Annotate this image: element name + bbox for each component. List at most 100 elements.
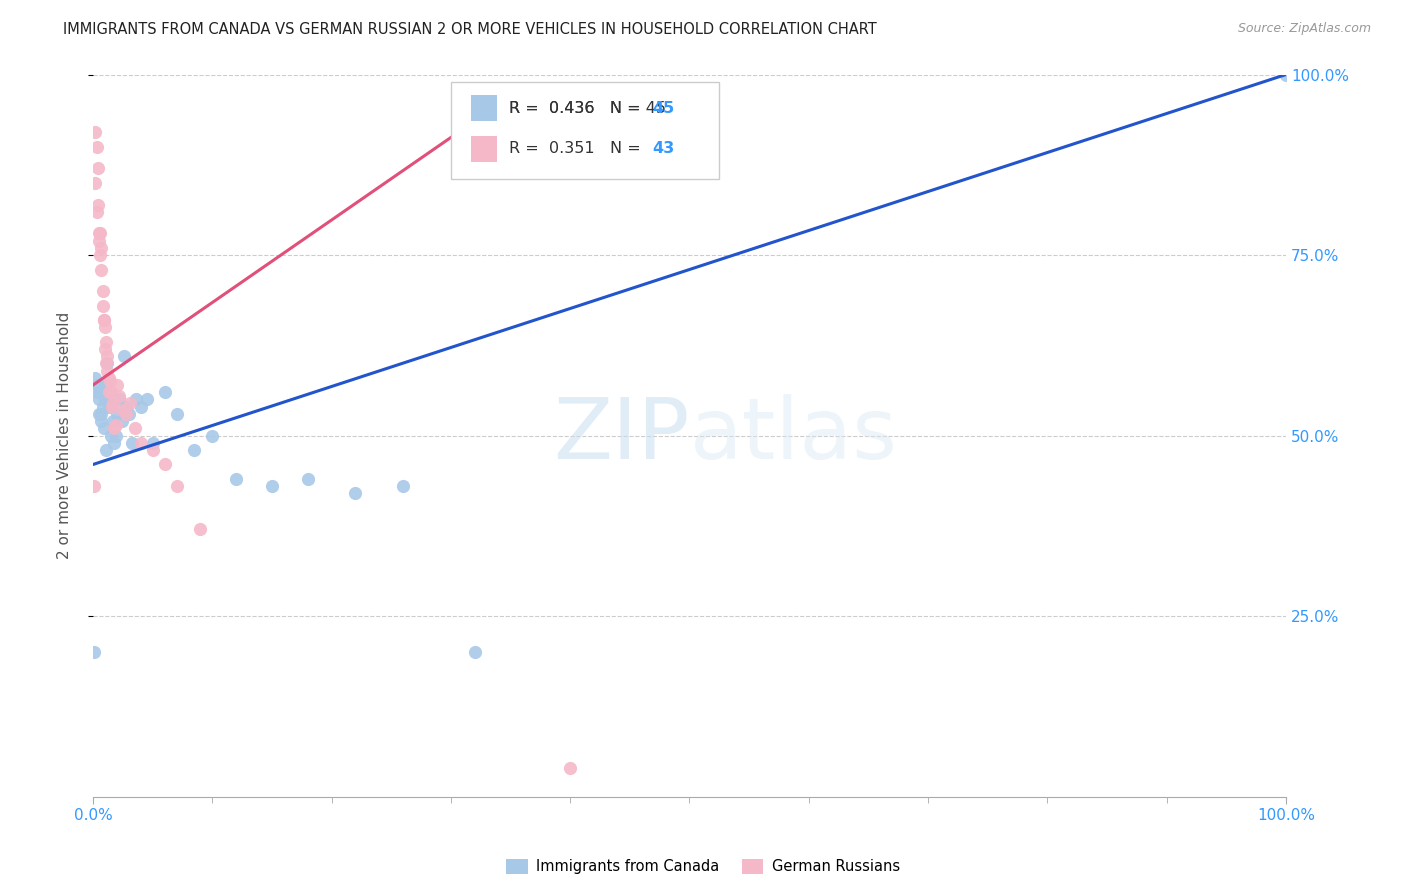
Point — [83, 479, 105, 493]
Point — [89, 227, 111, 241]
Point — [86, 140, 108, 154]
Point — [86, 204, 108, 219]
Point — [94, 392, 117, 407]
Point — [98, 392, 121, 407]
Point — [101, 400, 124, 414]
Legend: Immigrants from Canada, German Russians: Immigrants from Canada, German Russians — [501, 853, 905, 880]
Point — [96, 356, 118, 370]
FancyBboxPatch shape — [471, 136, 498, 162]
Point — [142, 435, 165, 450]
Point — [90, 414, 112, 428]
Point — [464, 645, 486, 659]
Point — [87, 392, 110, 407]
Point — [100, 428, 122, 442]
Point — [111, 403, 134, 417]
Point — [94, 334, 117, 349]
Point — [87, 161, 110, 176]
Text: atlas: atlas — [689, 394, 897, 477]
Point — [91, 400, 114, 414]
Point — [84, 125, 107, 139]
Point — [87, 197, 110, 211]
Point — [115, 400, 138, 414]
Point — [129, 435, 152, 450]
Point — [105, 407, 128, 421]
Point — [108, 392, 131, 407]
Point — [93, 313, 115, 327]
Point — [344, 486, 367, 500]
Point — [108, 389, 131, 403]
Point — [183, 443, 205, 458]
Text: R =  0.436   N =: R = 0.436 N = — [509, 101, 647, 116]
Text: 43: 43 — [652, 142, 675, 156]
Point — [98, 375, 121, 389]
Point — [89, 385, 111, 400]
Text: R =  0.436   N = 45: R = 0.436 N = 45 — [509, 101, 666, 116]
Point — [87, 227, 110, 241]
Point — [105, 378, 128, 392]
Point — [104, 428, 127, 442]
Point — [121, 435, 143, 450]
FancyBboxPatch shape — [451, 82, 720, 179]
Text: Source: ZipAtlas.com: Source: ZipAtlas.com — [1237, 22, 1371, 36]
Point — [91, 299, 114, 313]
Point — [166, 479, 188, 493]
Point — [94, 356, 117, 370]
Point — [94, 378, 117, 392]
Point — [103, 421, 125, 435]
Point — [103, 414, 125, 428]
Point — [125, 392, 148, 407]
Point — [84, 176, 107, 190]
Point — [129, 400, 152, 414]
Y-axis label: 2 or more Vehicles in Household: 2 or more Vehicles in Household — [58, 312, 72, 559]
Point — [260, 479, 283, 493]
Point — [166, 407, 188, 421]
Point — [201, 428, 224, 442]
Point — [90, 241, 112, 255]
Point — [84, 371, 107, 385]
Point — [93, 313, 115, 327]
Point — [103, 435, 125, 450]
Point — [90, 407, 112, 421]
Point — [97, 371, 120, 385]
Point — [87, 234, 110, 248]
Point — [297, 472, 319, 486]
Point — [87, 407, 110, 421]
Point — [118, 407, 141, 421]
Point — [135, 392, 157, 407]
Point — [94, 320, 117, 334]
Point — [100, 385, 122, 400]
Text: ZIP: ZIP — [553, 394, 689, 477]
Point — [91, 385, 114, 400]
Point — [111, 414, 134, 428]
Point — [83, 645, 105, 659]
Point — [153, 458, 176, 472]
Point — [86, 385, 108, 400]
Point — [97, 400, 120, 414]
Point — [87, 378, 110, 392]
Point — [104, 417, 127, 432]
Point — [153, 385, 176, 400]
Point — [91, 284, 114, 298]
Point — [96, 349, 118, 363]
Point — [101, 389, 124, 403]
Text: 45: 45 — [652, 101, 675, 116]
Text: IMMIGRANTS FROM CANADA VS GERMAN RUSSIAN 2 OR MORE VEHICLES IN HOUSEHOLD CORRELA: IMMIGRANTS FROM CANADA VS GERMAN RUSSIAN… — [63, 22, 877, 37]
Point — [94, 342, 117, 356]
Text: R =  0.351   N =: R = 0.351 N = — [509, 142, 647, 156]
Point — [225, 472, 247, 486]
Point — [97, 385, 120, 400]
Point — [124, 421, 146, 435]
Point — [89, 248, 111, 262]
Point — [142, 443, 165, 458]
Point — [103, 396, 125, 410]
Point — [90, 262, 112, 277]
Point — [560, 761, 582, 775]
Point — [93, 421, 115, 435]
Point — [115, 407, 138, 421]
Point — [190, 523, 212, 537]
Point — [94, 443, 117, 458]
Point — [1275, 68, 1298, 82]
Point — [118, 396, 141, 410]
Point — [96, 363, 118, 377]
FancyBboxPatch shape — [471, 95, 498, 121]
